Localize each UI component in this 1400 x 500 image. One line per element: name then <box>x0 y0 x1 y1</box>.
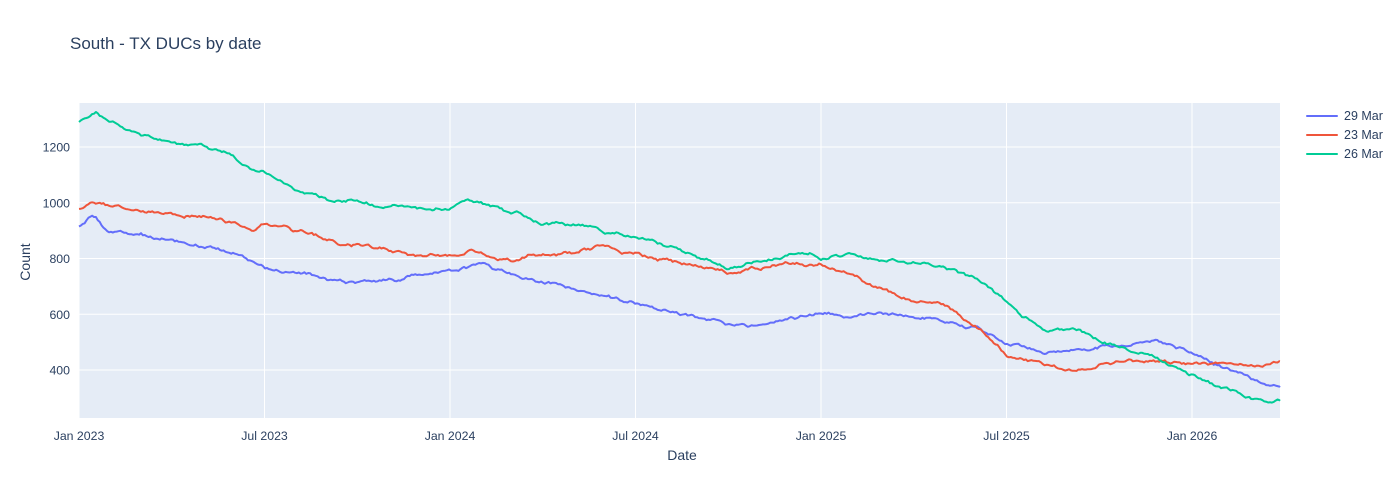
x-axis-tick-labels: Jan 2023 Jul 2023 Jan 2024 Jul 2024 Jan 2025… <box>54 429 1218 443</box>
legend-line-swatch <box>1306 152 1338 155</box>
legend-label: 23 Mar <box>1344 127 1383 142</box>
legend-label: 26 Mar <box>1344 146 1383 161</box>
y-tick-label: 400 <box>49 364 70 378</box>
y-axis-title: Count <box>17 243 33 280</box>
trace-23-mar[interactable] <box>78 201 1281 372</box>
trace-26-mar[interactable] <box>78 111 1281 404</box>
trace-29-mar[interactable] <box>78 214 1281 388</box>
x-tick-label: Jan 2025 <box>796 429 847 443</box>
legend-item-23-mar[interactable]: 23 Mar <box>1306 125 1383 144</box>
gridlines <box>78 103 1280 418</box>
legend-item-26-mar[interactable]: 26 Mar <box>1306 144 1383 163</box>
legend: 29 Mar 23 Mar 26 Mar <box>1306 106 1383 163</box>
plot-area[interactable] <box>79 103 1280 418</box>
x-tick-label: Jul 2023 <box>241 429 288 443</box>
x-tick-label: Jul 2024 <box>612 429 659 443</box>
y-tick-label: 800 <box>49 252 70 266</box>
legend-label: 29 Mar <box>1344 108 1383 123</box>
legend-item-29-mar[interactable]: 29 Mar <box>1306 106 1383 125</box>
series-lines <box>78 111 1281 404</box>
x-axis-title: Date <box>667 447 697 463</box>
x-tick-label: Jan 2023 <box>54 429 105 443</box>
x-tick-label: Jan 2026 <box>1167 429 1218 443</box>
y-tick-label: 600 <box>49 308 70 322</box>
x-tick-label: Jul 2025 <box>983 429 1030 443</box>
x-tick-label: Jan 2024 <box>425 429 476 443</box>
y-tick-label: 1200 <box>43 141 71 155</box>
legend-line-swatch <box>1306 133 1338 136</box>
y-tick-label: 1000 <box>43 196 71 210</box>
y-axis-tick-labels: 400 600 800 1000 1200 <box>43 141 71 378</box>
chart-title: South - TX DUCs by date <box>70 34 262 53</box>
legend-line-swatch <box>1306 114 1338 117</box>
